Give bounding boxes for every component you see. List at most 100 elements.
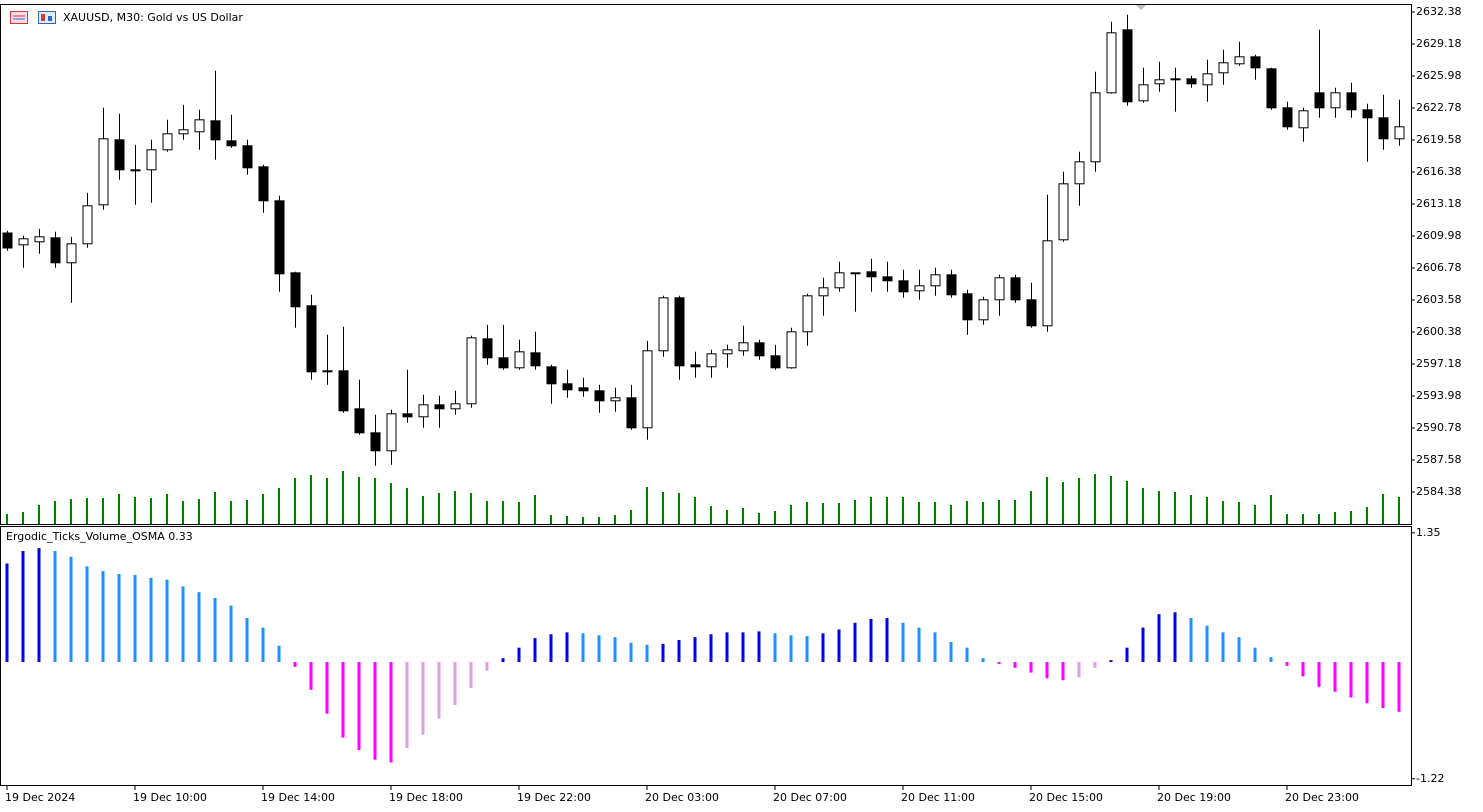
oscillator-bar (69, 556, 73, 663)
oscillator-bar (1109, 660, 1113, 663)
y-tick-label: 2629.18 (1416, 37, 1462, 50)
candle-body (866, 271, 877, 278)
volume-bar (1158, 491, 1160, 524)
oscillator-bar (1269, 657, 1273, 663)
volume-bar (470, 493, 472, 524)
volume-bar (998, 500, 1000, 524)
x-tick-label: 19 Dec 18:00 (389, 791, 463, 804)
volume-bar (70, 499, 72, 524)
volume-bar (1174, 492, 1176, 524)
volume-bar (1094, 474, 1096, 524)
volume-bar (342, 471, 344, 524)
volume-bar (198, 499, 200, 524)
candle-body (1346, 92, 1357, 111)
volume-bar (822, 503, 824, 524)
volume-bar (886, 497, 888, 524)
x-tick-label: 20 Dec 11:00 (901, 791, 975, 804)
volume-bar (390, 483, 392, 524)
volume-bar (1398, 497, 1400, 524)
volume-bar (646, 487, 648, 524)
oscillator-bar (597, 635, 601, 663)
toolbar-icons (10, 11, 56, 24)
candle-body (1218, 62, 1229, 74)
volume-bar (710, 506, 712, 524)
candle-body (658, 297, 669, 352)
volume-bar (150, 498, 152, 524)
volume-bar (294, 478, 296, 524)
volume-bar (838, 503, 840, 524)
volume-bar (1366, 507, 1368, 524)
oscillator-bar (981, 658, 985, 663)
y-tick-label: 1.35 (1416, 526, 1441, 539)
candle-body (1394, 126, 1405, 140)
oscillator-bar (661, 643, 665, 663)
volume-bar (54, 501, 56, 524)
oscillator-bar (1381, 662, 1385, 708)
oscillator-bar (309, 662, 313, 690)
oscillator-bar (533, 638, 537, 663)
oscillator-bar (341, 662, 345, 738)
y-tick-label: 2584.38 (1416, 485, 1462, 498)
candle-body (1298, 110, 1309, 129)
oscillator-bar (261, 627, 265, 663)
y-tick-label: 2632.38 (1416, 5, 1462, 18)
oscillator-bar (901, 622, 905, 663)
oscillator-bar (757, 631, 761, 663)
volume-bar (1286, 514, 1288, 524)
icon-chart[interactable] (10, 11, 28, 24)
volume-bar (758, 513, 760, 524)
candle-body (258, 166, 269, 202)
candle-body (2, 232, 13, 249)
y-tick-label: 2606.78 (1416, 261, 1462, 274)
volume-bar (374, 478, 376, 524)
oscillator-bar (789, 635, 793, 663)
x-tick-label: 19 Dec 22:00 (517, 791, 591, 804)
oscillator-bar (1061, 662, 1065, 681)
candle-body (1266, 68, 1277, 109)
oscillator-bar (1173, 612, 1177, 663)
indicator-pane (0, 526, 1412, 786)
volume-bar (246, 500, 248, 524)
oscillator-bar (149, 577, 153, 663)
volume-bar (1030, 491, 1032, 524)
oscillator-bar (613, 637, 617, 663)
oscillator-bar (421, 662, 425, 735)
volume-bar (1222, 501, 1224, 524)
oscillator-bar (1317, 662, 1321, 687)
candle-body (1314, 92, 1325, 109)
oscillator-bar (917, 627, 921, 663)
oscillator-bar (213, 597, 217, 663)
candle-body (818, 287, 829, 297)
oscillator-bar (165, 579, 169, 663)
volume-bar (534, 495, 536, 524)
candle-body (434, 404, 445, 410)
oscillator-bar (101, 571, 105, 663)
oscillator-bar (293, 662, 297, 667)
chart-title: XAUUSD, M30: Gold vs US Dollar (63, 11, 243, 24)
oscillator-bar (869, 618, 873, 663)
candle-body (1250, 56, 1261, 69)
candle-body (690, 364, 701, 368)
volume-bar (38, 505, 40, 524)
oscillator-bar (485, 662, 489, 671)
oscillator-bar (629, 642, 633, 663)
candle-body (1010, 277, 1021, 301)
volume-bar (1014, 500, 1016, 524)
oscillator-bar (565, 632, 569, 663)
volume-bar (134, 497, 136, 524)
oscillator-bar (21, 551, 25, 663)
oscillator-bar (1205, 625, 1209, 663)
oscillator-bar (357, 662, 361, 751)
oscillator-bar (549, 634, 553, 663)
candle-body (50, 237, 61, 264)
oscillator-bar (389, 662, 393, 763)
candle-body (386, 413, 397, 452)
volume-bar (1238, 502, 1240, 524)
volume-bar (790, 505, 792, 524)
x-tick-label: 20 Dec 23:00 (1285, 791, 1359, 804)
candle-body (274, 200, 285, 275)
volume-bar (358, 477, 360, 524)
candle-body (1282, 107, 1293, 128)
candle-body (1378, 117, 1389, 140)
volume-bar (966, 501, 968, 524)
